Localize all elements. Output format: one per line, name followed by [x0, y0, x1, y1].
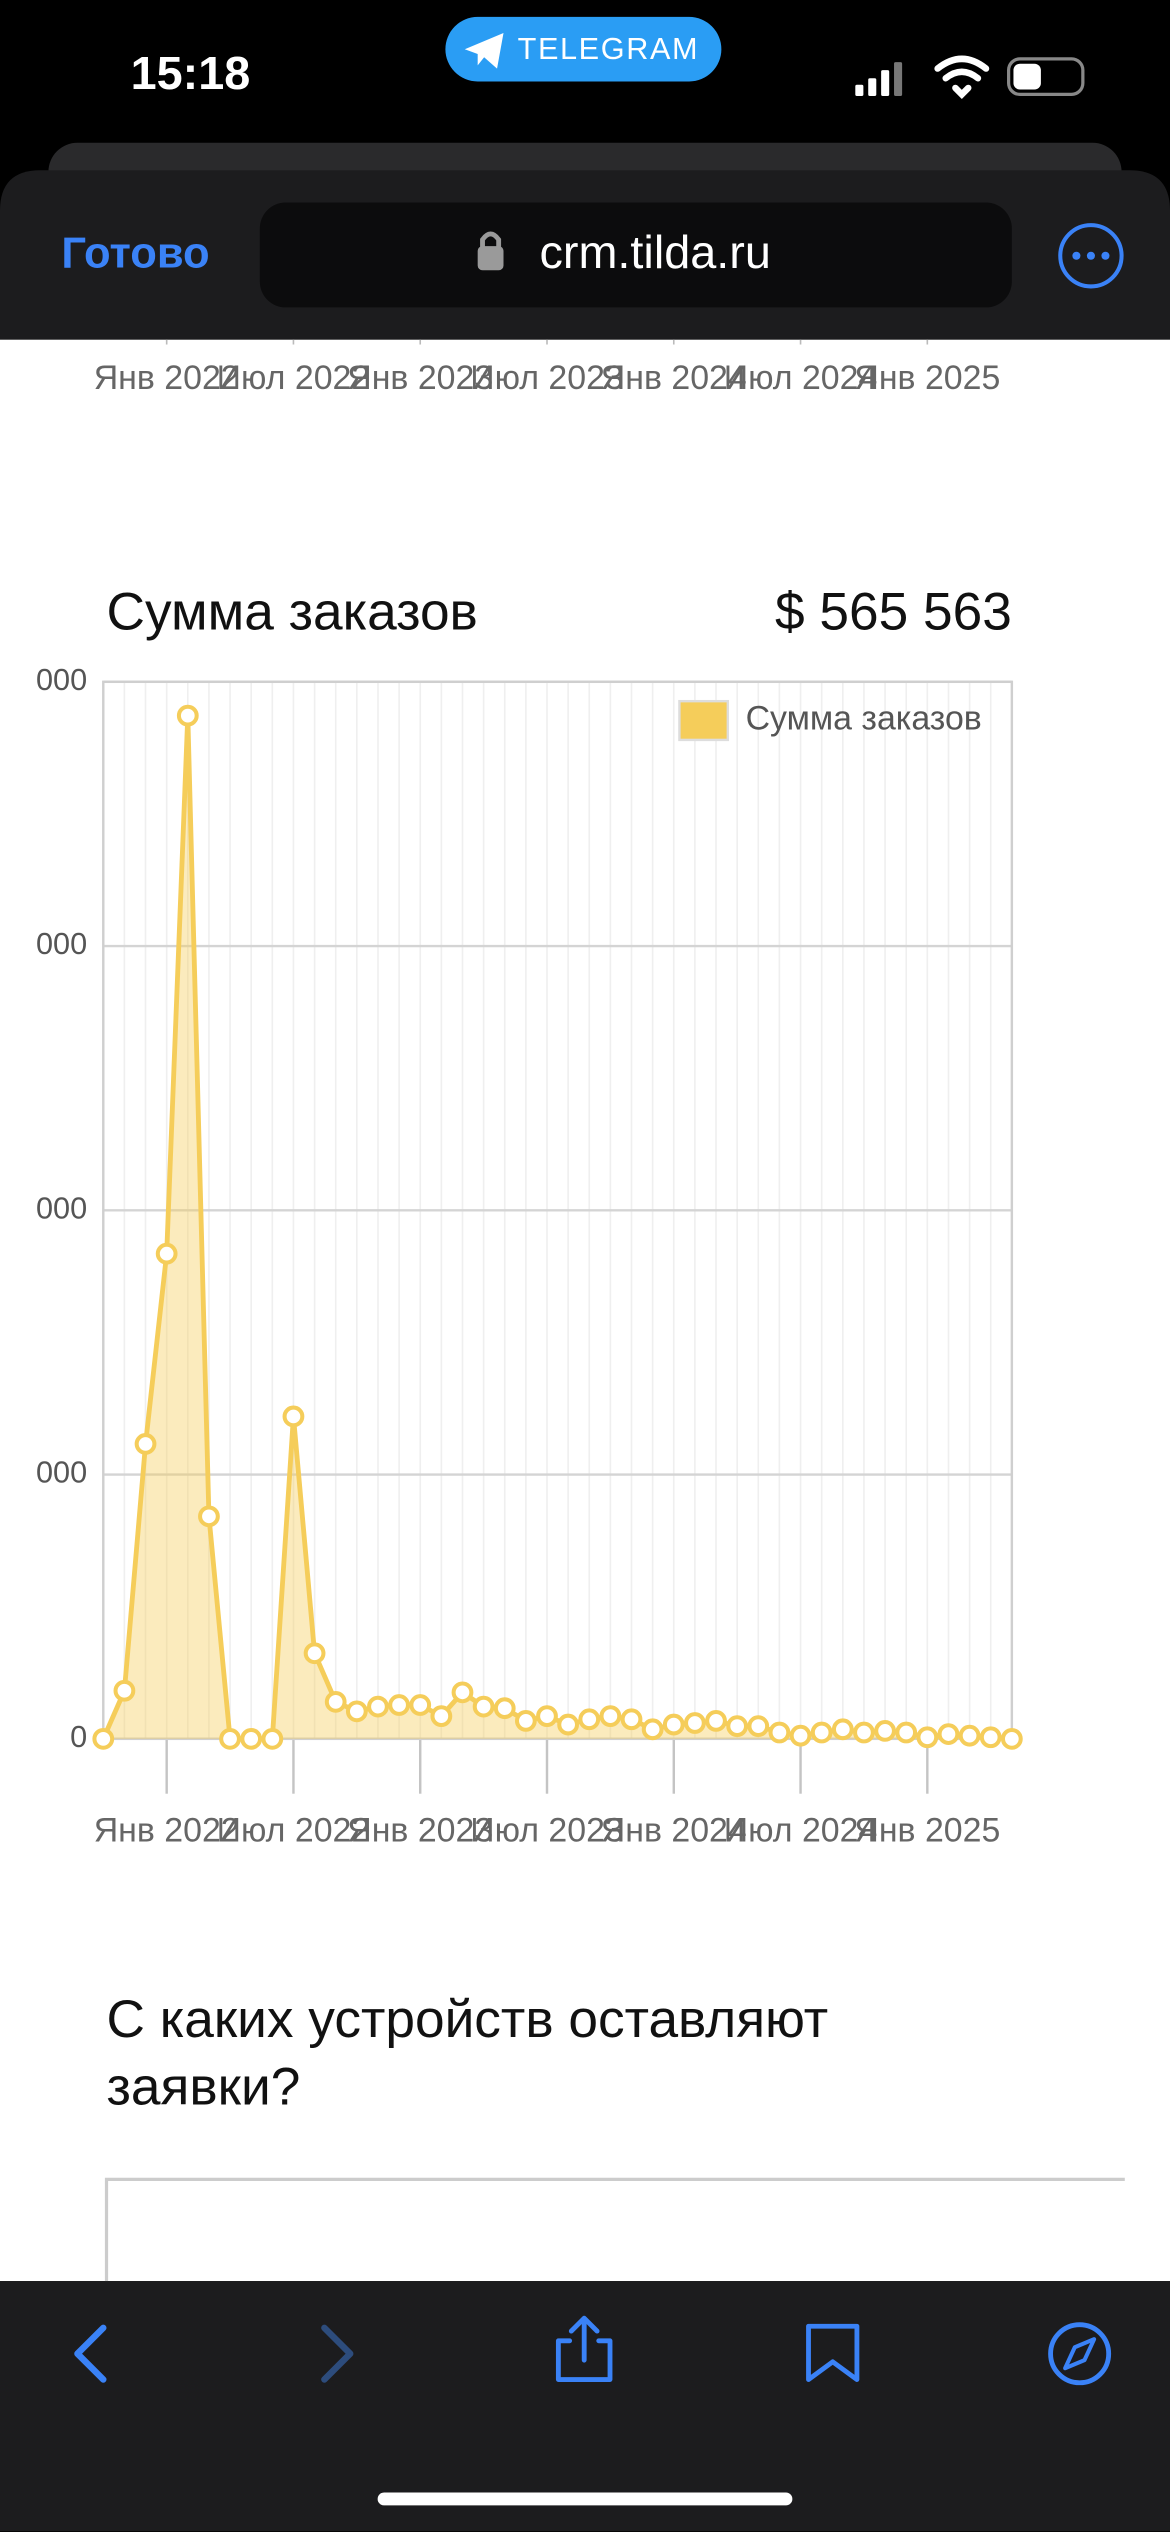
- url-field[interactable]: [259, 202, 1012, 308]
- point: [684, 1712, 706, 1734]
- point: [578, 1708, 601, 1731]
- y-tick-label: 000: [36, 663, 87, 697]
- telegram-icon: [464, 33, 504, 69]
- x-tick-label: Июл 2022: [217, 359, 371, 397]
- telegram-label: TELEGRAM: [518, 32, 700, 66]
- legend-swatch: [678, 699, 730, 742]
- point: [705, 1709, 727, 1732]
- share-button[interactable]: [555, 2315, 613, 2382]
- telegram-pill[interactable]: [445, 16, 722, 82]
- point: [726, 1715, 749, 1738]
- more-dots: [1072, 251, 1110, 260]
- point: [388, 1694, 410, 1716]
- area: [103, 715, 1012, 1739]
- more-button[interactable]: [1058, 223, 1124, 289]
- x-tick-label: Янв 2024: [601, 359, 747, 397]
- point: [874, 1720, 896, 1742]
- lock-icon: [477, 231, 504, 271]
- point: [134, 1433, 157, 1455]
- point: [810, 1721, 833, 1744]
- point: [641, 1718, 664, 1741]
- x-tick-label: Янв 2023: [347, 1811, 493, 1849]
- point: [155, 1242, 178, 1265]
- point: [409, 1694, 432, 1716]
- point: [916, 1726, 939, 1749]
- point: [789, 1724, 812, 1747]
- y-tick-label: 0: [70, 1720, 87, 1754]
- x-tick-label: Июл 2024: [724, 359, 878, 397]
- wifi-icon: [934, 55, 990, 99]
- tabs-button[interactable]: [1048, 2322, 1112, 2386]
- home-indicator: [377, 2492, 793, 2506]
- point: [747, 1715, 770, 1738]
- point: [536, 1705, 558, 1728]
- x-tick-label: Янв 2022: [94, 1811, 240, 1849]
- point: [895, 1721, 918, 1744]
- signal-icon: [855, 62, 903, 96]
- point: [979, 1726, 1002, 1749]
- point: [240, 1727, 263, 1750]
- next-chart-frame: [104, 2177, 1125, 2282]
- web-content: [0, 339, 1170, 2282]
- x-tick-label: Янв 2022: [94, 359, 240, 397]
- point: [853, 1721, 875, 1744]
- done-button[interactable]: Готово: [61, 229, 209, 277]
- point: [92, 1727, 115, 1750]
- x-tick-label: Июл 2024: [724, 1811, 878, 1849]
- x-tick-label: Янв 2025: [854, 359, 1000, 397]
- point: [937, 1723, 960, 1745]
- point: [345, 1700, 368, 1723]
- point: [451, 1681, 474, 1704]
- point: [831, 1718, 854, 1741]
- point: [176, 704, 199, 727]
- point: [493, 1697, 516, 1720]
- url: crm.tilda.ru: [539, 226, 770, 278]
- point: [367, 1695, 389, 1718]
- x-tick-label: Июл 2023: [470, 1811, 624, 1849]
- x-tick-label: Янв 2025: [854, 1811, 1000, 1849]
- forward-button[interactable]: [321, 2324, 354, 2383]
- battery-icon: [1007, 57, 1085, 96]
- point: [958, 1724, 981, 1747]
- x-tick-label: Июл 2022: [217, 1811, 371, 1849]
- y-tick-label: 000: [36, 927, 87, 961]
- chart-title: Сумма заказов: [107, 583, 478, 642]
- point: [219, 1727, 241, 1750]
- legend-label: Сумма заказов: [746, 699, 982, 737]
- x-tick-label: Янв 2024: [601, 1811, 747, 1849]
- section-title: С каких устройств оставляют: [107, 1990, 829, 2049]
- x-tick-label: Янв 2023: [347, 359, 493, 397]
- point: [1000, 1727, 1023, 1750]
- plot-frame: [102, 680, 1014, 1741]
- point: [282, 1405, 305, 1428]
- bookmarks-button[interactable]: [806, 2323, 860, 2382]
- back-button[interactable]: [74, 2324, 107, 2383]
- point: [324, 1690, 347, 1713]
- point: [599, 1705, 622, 1728]
- y-tick-label: 000: [36, 1456, 87, 1490]
- x-tick-label: Июл 2023: [470, 359, 624, 397]
- chart-total: $ 565 563: [775, 583, 1012, 642]
- section-title: заявки?: [107, 2058, 301, 2117]
- point: [430, 1705, 453, 1728]
- y-tick-label: 000: [36, 1191, 87, 1225]
- clock: 15:18: [131, 47, 251, 99]
- point: [620, 1708, 643, 1731]
- point: [261, 1727, 284, 1750]
- battery-level: [1013, 63, 1041, 90]
- point: [662, 1713, 685, 1736]
- point: [514, 1709, 537, 1732]
- point: [303, 1642, 326, 1665]
- point: [557, 1713, 580, 1736]
- point: [472, 1695, 495, 1718]
- point: [768, 1721, 791, 1744]
- point: [113, 1679, 136, 1702]
- point: [198, 1505, 220, 1528]
